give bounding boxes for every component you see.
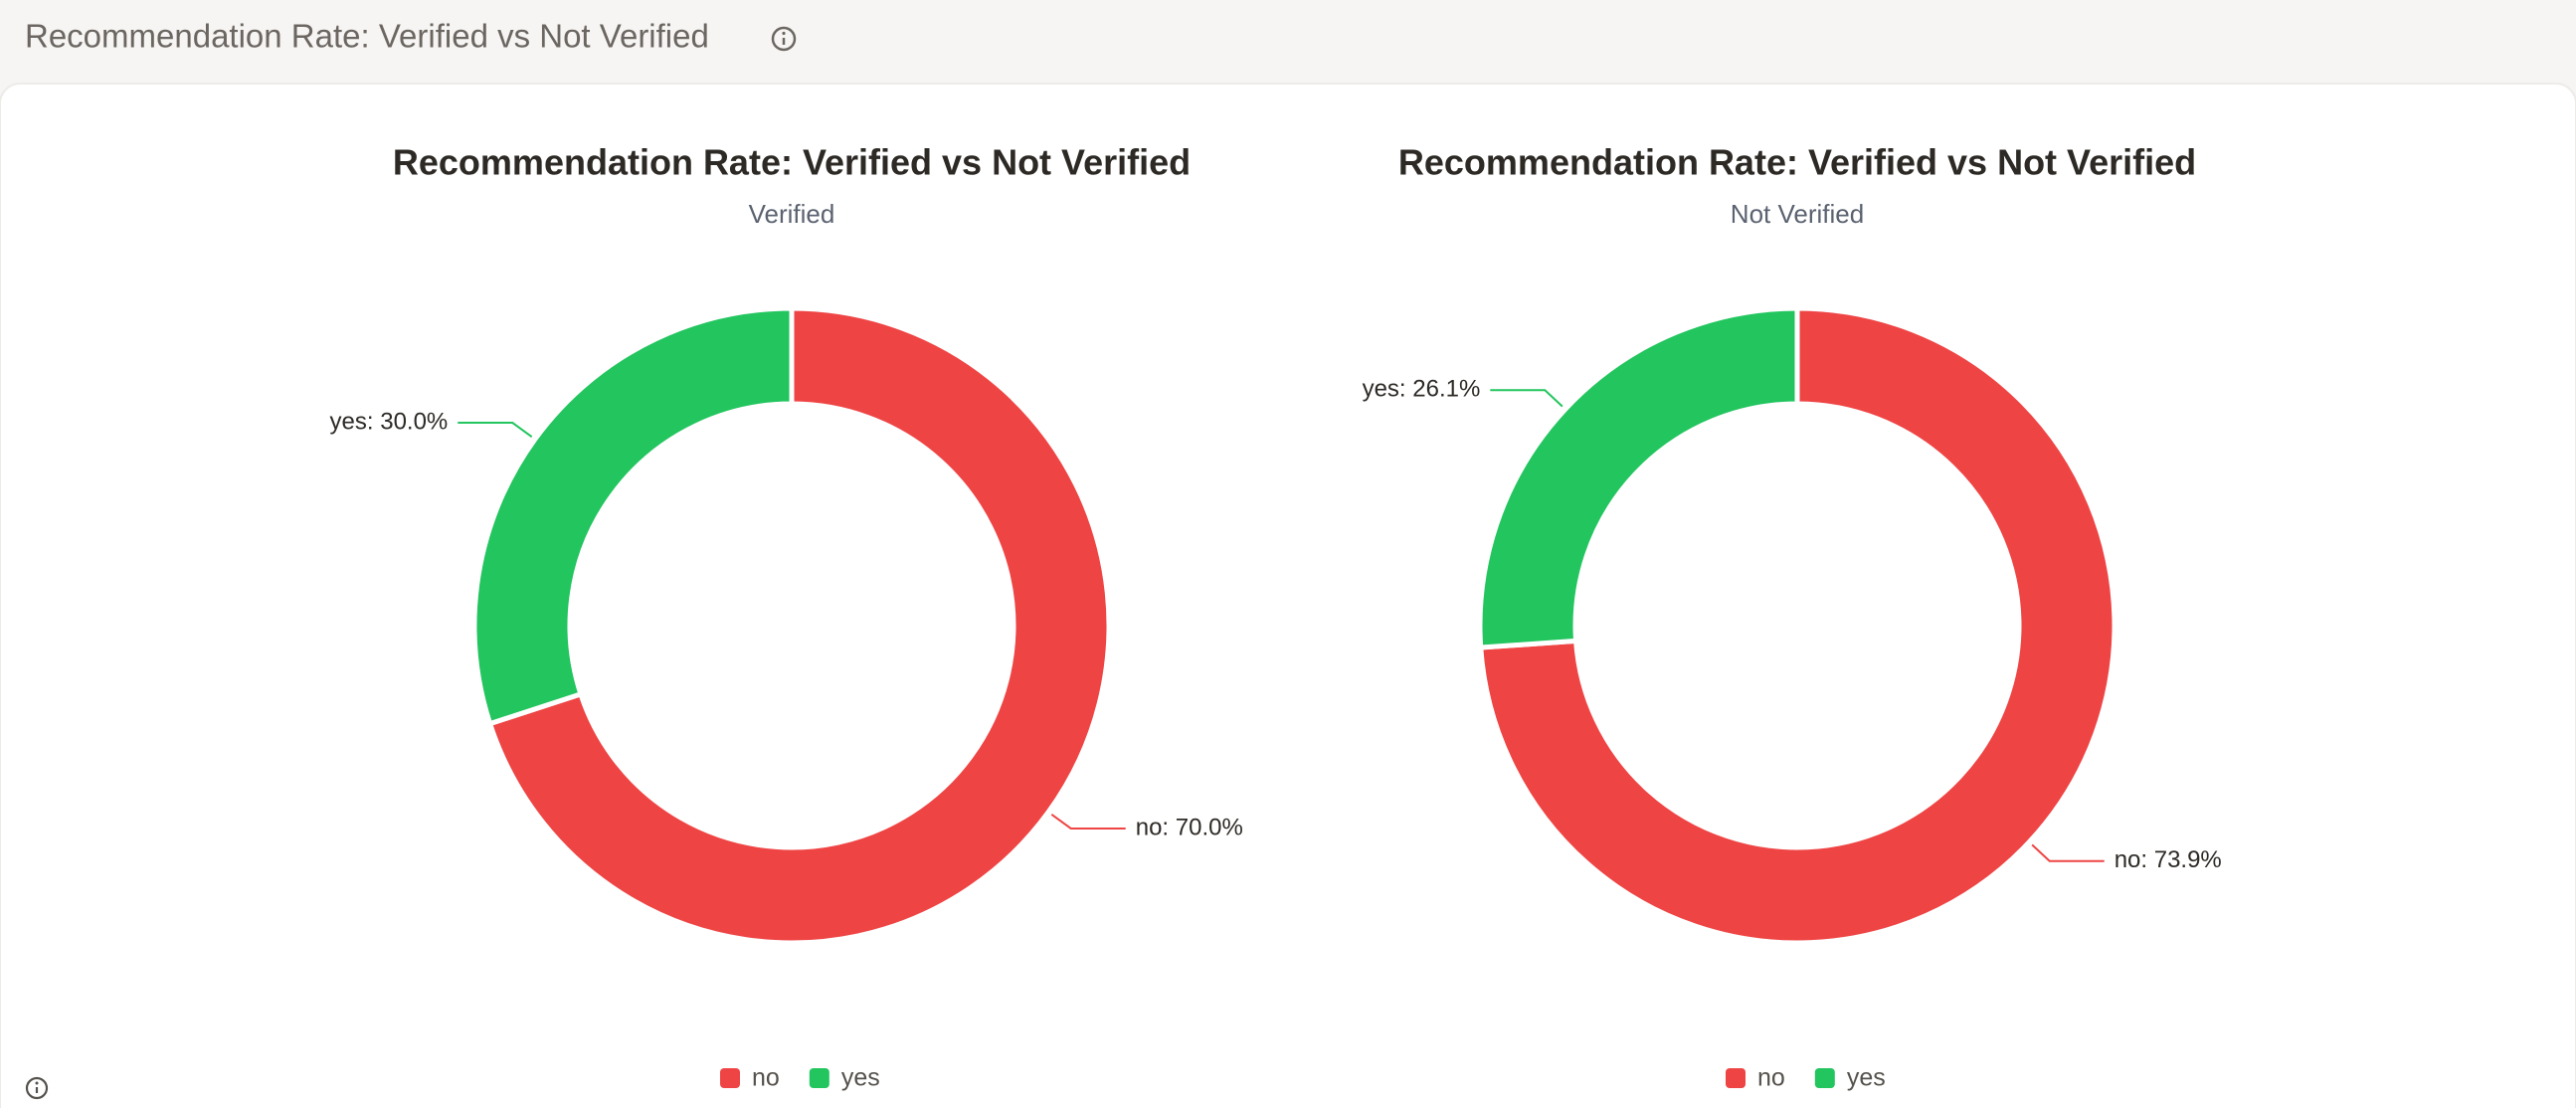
slice-label: no: 70.0% <box>1136 814 1243 840</box>
slice-label: yes: 30.0% <box>330 408 449 435</box>
chart-subtitle: Verified <box>749 199 835 229</box>
donut-slice <box>487 305 1112 946</box>
chart-subtitle: Not Verified <box>1731 199 1864 229</box>
info-icon[interactable] <box>771 26 797 52</box>
panel-title: Recommendation Rate: Verified vs Not Ver… <box>25 18 709 55</box>
legend-label: no <box>752 1064 780 1092</box>
slice-label: no: 73.9% <box>2115 846 2222 873</box>
leader-line <box>1490 389 1564 408</box>
leader-line <box>1050 814 1126 830</box>
legend-label: yes <box>1847 1064 1886 1092</box>
legend-label: no <box>1757 1064 1785 1092</box>
panel-card <box>0 83 2576 1108</box>
header-bar <box>0 0 2576 84</box>
legend-swatch <box>720 1068 740 1088</box>
donut-slice <box>471 305 795 727</box>
legend-swatch <box>1726 1068 1746 1088</box>
legend-swatch <box>1814 1068 1835 1088</box>
legend-label: yes <box>841 1064 880 1092</box>
slice-label: yes: 26.1% <box>1363 376 1481 403</box>
leader-line <box>458 422 533 438</box>
donut-slice <box>1478 305 2117 946</box>
chart-title: Recommendation Rate: Verified vs Not Ver… <box>393 142 1191 183</box>
donut-slice <box>1477 305 1800 650</box>
legend-swatch <box>809 1068 829 1088</box>
footer-info-icon[interactable] <box>25 1076 49 1100</box>
chart-title: Recommendation Rate: Verified vs Not Ver… <box>1398 142 2196 183</box>
leader-line <box>2031 843 2105 862</box>
